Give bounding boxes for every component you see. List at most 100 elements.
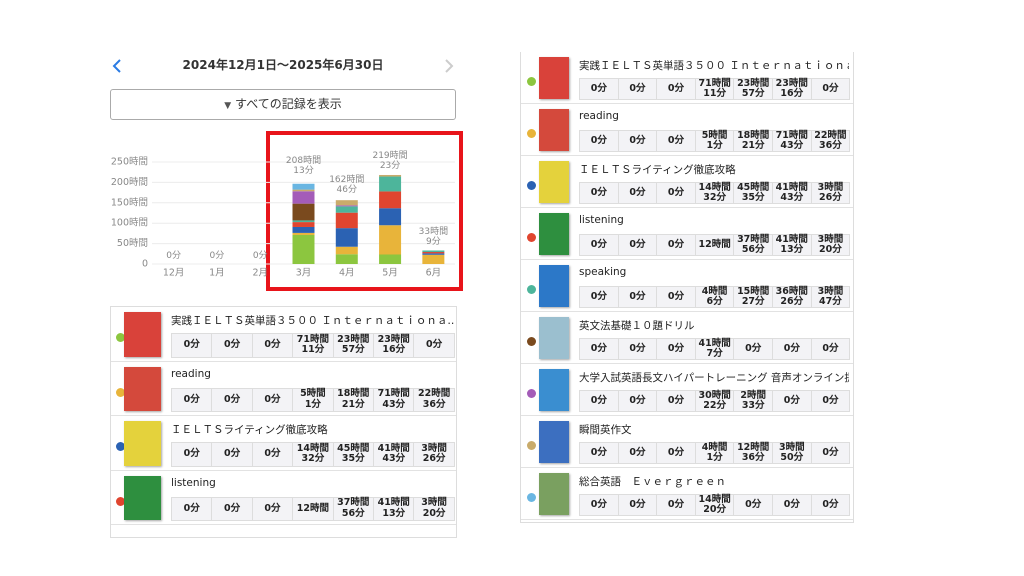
row-divider (521, 207, 853, 208)
row-divider (521, 363, 853, 364)
row-divider (521, 467, 853, 468)
bar-segment (292, 226, 315, 233)
show-all-button[interactable]: ▼ すべての記録を表示 (110, 89, 456, 120)
total-label: 208時間 13分 (285, 156, 322, 177)
time-cell: 0分 (579, 442, 619, 464)
bar-segment (379, 254, 402, 264)
time-cell: 15時間 27分 (733, 286, 773, 308)
bar-segment (335, 205, 358, 207)
time-cell: 22時間 36分 (810, 130, 851, 152)
forward-arrow[interactable] (442, 58, 456, 74)
row-divider (111, 524, 456, 525)
book-cover (124, 366, 161, 411)
row-divider (521, 519, 853, 520)
bar-segment (292, 234, 315, 264)
x-tick-label: 4月 (339, 268, 355, 279)
bar-segment (335, 254, 358, 264)
book-title: speaking (579, 266, 627, 278)
row-divider (521, 415, 853, 416)
y-tick-label: 0 (142, 259, 148, 270)
time-cell: 23時間 16分 (772, 78, 812, 100)
row-divider (111, 415, 456, 416)
book-title: 英文法基礎１０題ドリル (579, 320, 695, 332)
time-cell: 0分 (579, 338, 619, 360)
bar-segment (292, 183, 315, 190)
time-cell: 0分 (810, 442, 851, 464)
book-color-dot (116, 333, 125, 343)
time-cell: 71時間 43分 (772, 130, 812, 152)
time-cell: 45時間 35分 (733, 182, 773, 204)
bar-segment (422, 253, 445, 255)
book-title: 実践ＩＥＬＴＳ英単語３５００ Ｉｎｔｅｒｎａｔｉｏｎａ… (171, 315, 454, 327)
highlight-box (266, 131, 463, 291)
book-cover (539, 265, 569, 307)
time-cell: 0分 (171, 496, 213, 521)
time-cell: 12時間 (292, 496, 334, 521)
row-divider (521, 311, 853, 312)
book-title: 総合英語 Ｅｖｅｒｇｒｅｅｎ (579, 476, 726, 488)
row-divider (521, 155, 853, 156)
y-tick-label: 50時間 (117, 238, 148, 249)
time-cell: 12時間 36分 (733, 442, 773, 464)
back-arrow[interactable] (110, 58, 124, 74)
time-cell: 0分 (211, 333, 253, 358)
time-cell: 0分 (656, 494, 696, 516)
time-cell: 0分 (579, 130, 619, 152)
time-cell: 30時間 22分 (694, 390, 735, 412)
bar-segment (379, 174, 402, 177)
total-label: 162時間 46分 (329, 174, 365, 195)
book-cover (539, 57, 569, 99)
time-cell: 0分 (579, 390, 619, 412)
book-title: 大学入試英語長文ハイパートレーニング 音声オンライン提… (579, 372, 850, 384)
book-color-dot (527, 233, 536, 242)
book-color-dot (116, 496, 125, 506)
time-cell: 0分 (171, 333, 213, 358)
bar-segment (379, 176, 402, 192)
time-cell: 0分 (211, 387, 253, 412)
time-cell: 14時間 32分 (292, 442, 334, 467)
time-cell: 36時間 26分 (772, 286, 812, 308)
y-tick-label: 200時間 (111, 177, 148, 188)
book-cover (539, 473, 569, 515)
x-tick-label: 1月 (209, 268, 225, 279)
bar-segment (422, 250, 445, 253)
time-cell: 5時間 1分 (292, 387, 334, 412)
bar-segment (292, 189, 315, 192)
book-color-dot (116, 442, 125, 452)
bar-segment (335, 200, 358, 206)
time-cell: 0分 (656, 390, 696, 412)
time-cell: 0分 (251, 387, 294, 412)
time-cell: 41時間 13分 (772, 234, 812, 256)
time-cell: 45時間 35分 (332, 442, 374, 467)
time-cell: 23時間 57分 (733, 78, 773, 100)
time-cell: 0分 (810, 78, 851, 100)
book-cover (124, 475, 161, 520)
book-color-dot (527, 493, 536, 502)
button-label: すべての記録を表示 (235, 97, 342, 111)
time-cell: 0分 (810, 338, 851, 360)
time-cell: 0分 (617, 234, 658, 256)
time-cell: 18時間 21分 (332, 387, 374, 412)
time-cell: 5時間 1分 (694, 130, 735, 152)
time-cell: 37時間 56分 (733, 234, 773, 256)
bar-segment (422, 254, 445, 264)
bar-segment (379, 208, 402, 226)
time-cell: 14時間 32分 (694, 182, 735, 204)
time-cell: 0分 (656, 130, 696, 152)
time-cell: 0分 (251, 496, 294, 521)
time-cell: 0分 (772, 494, 812, 516)
date-range: 2024年12月1日〜2025年6月30日 (182, 58, 384, 72)
time-cell: 0分 (656, 234, 696, 256)
time-cell: 71時間 43分 (373, 387, 415, 412)
book-title: reading (171, 367, 211, 380)
book-color-dot (527, 441, 536, 450)
bar-segment (292, 232, 315, 235)
time-cell: 0分 (251, 333, 294, 358)
time-cell: 0分 (617, 130, 658, 152)
row-divider (111, 360, 456, 362)
bar-segment (292, 191, 315, 204)
bar-segment (292, 220, 315, 223)
time-cell: 14時間 20分 (694, 494, 735, 516)
row-divider (521, 259, 853, 260)
